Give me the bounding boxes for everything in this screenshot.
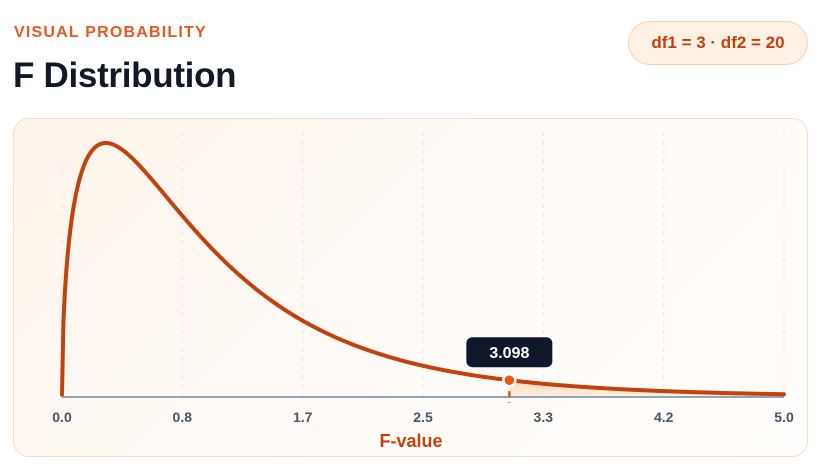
chart-card — [13, 118, 808, 457]
eyebrow-label: VISUAL PROBABILITY — [14, 24, 207, 41]
x-tick-label: 0.0 — [52, 409, 72, 425]
x-tick-label: 1.7 — [293, 409, 313, 425]
x-tick-label: 2.5 — [413, 409, 433, 425]
x-tick-label: 0.8 — [173, 409, 193, 425]
x-tick-labels: 0.0 0.8 1.7 2.5 3.3 4.2 5.0 — [52, 409, 794, 425]
page-title: F Distribution — [13, 56, 237, 95]
critical-value-point[interactable] — [502, 372, 517, 388]
tooltip-background — [466, 337, 553, 368]
density-curve — [60, 141, 786, 397]
tooltip-value: 3.098 — [489, 345, 529, 362]
x-tick-label: 3.3 — [534, 409, 554, 425]
x-tick-label: 5.0 — [774, 409, 794, 425]
x-axis-label: F-value — [379, 431, 442, 451]
x-tick-label: 4.2 — [654, 409, 674, 425]
critical-value-tooltip: 3.098 — [466, 337, 553, 368]
degrees-of-freedom-badge: df1 = 3 · df2 = 20 — [628, 21, 808, 65]
grid-lines — [61, 132, 785, 397]
